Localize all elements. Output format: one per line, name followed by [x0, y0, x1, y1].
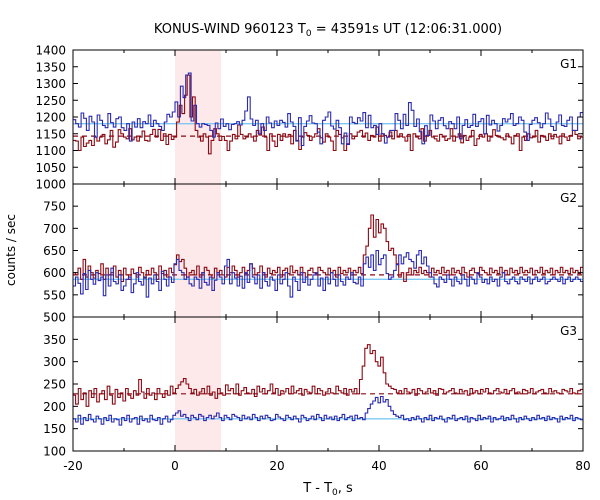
frame-g2 [72, 183, 584, 318]
y-tick-label: 1200 [35, 111, 66, 125]
y-tick-label: 1300 [35, 77, 66, 91]
xlabel-subscript: 0 [332, 488, 338, 498]
series-blue-g3 [73, 395, 583, 426]
y-tick-label: 1350 [35, 60, 66, 74]
y-tick-label: 1150 [35, 127, 66, 141]
panel-label-g2: G2 [560, 191, 577, 205]
x-tick-label: 0 [171, 459, 179, 473]
y-tick-label: 500 [43, 311, 66, 325]
frame-g3 [72, 316, 584, 452]
y-tick-label: 350 [43, 333, 66, 347]
y-tick-label: 1250 [35, 94, 66, 108]
panel-g1 [73, 72, 583, 155]
panel-label-g1: G1 [560, 57, 577, 71]
light-curves [73, 72, 583, 426]
y-tick-label: 1100 [35, 144, 66, 158]
panel-g3 [73, 344, 583, 426]
panel-label-g3: G3 [560, 324, 577, 338]
y-tick-label: 1400 [35, 44, 66, 58]
y-tick-label: 300 [43, 355, 66, 369]
series-blue-g2 [73, 249, 583, 298]
y-tick-label: 100 [43, 445, 66, 459]
title-subscript: 0 [306, 29, 312, 39]
y-tick-label: 250 [43, 378, 66, 392]
x-axis-label: T - T0, s [302, 481, 353, 498]
trigger-interval-shading [175, 50, 221, 451]
x-tick-label: 60 [473, 459, 488, 473]
title-rest: = 43591s UT (12:06:31.000) [312, 22, 502, 37]
y-tick-label: 700 [43, 222, 66, 236]
series-red-g1 [73, 74, 583, 155]
y-tick-label: 650 [43, 244, 66, 258]
x-tick-label: -20 [63, 459, 83, 473]
series-red-g3 [73, 344, 583, 407]
y-tick-label: 1050 [35, 161, 66, 175]
y-tick-label: 150 [43, 422, 66, 436]
xlabel-rest: , s [338, 481, 353, 496]
y-tick-label: 750 [43, 200, 66, 214]
y-axis-label: counts / sec [4, 214, 18, 286]
x-tick-label: 20 [269, 459, 284, 473]
series-red-g2 [73, 214, 583, 283]
panel-g2 [73, 214, 583, 298]
y-tick-label: 550 [43, 288, 66, 302]
x-tick-label: 40 [371, 459, 386, 473]
y-tick-label: 1000 [35, 178, 66, 192]
axis-ticks: 1000105011001150120012501300135014005005… [35, 44, 590, 474]
y-tick-label: 600 [43, 266, 66, 280]
series-blue-g1 [73, 72, 583, 147]
chart-title: KONUS-WIND 960123 T0 = 43591s UT (12:06:… [154, 22, 502, 39]
y-tick-label: 200 [43, 400, 66, 414]
x-tick-label: 80 [575, 459, 590, 473]
shaded-interval [175, 50, 221, 451]
